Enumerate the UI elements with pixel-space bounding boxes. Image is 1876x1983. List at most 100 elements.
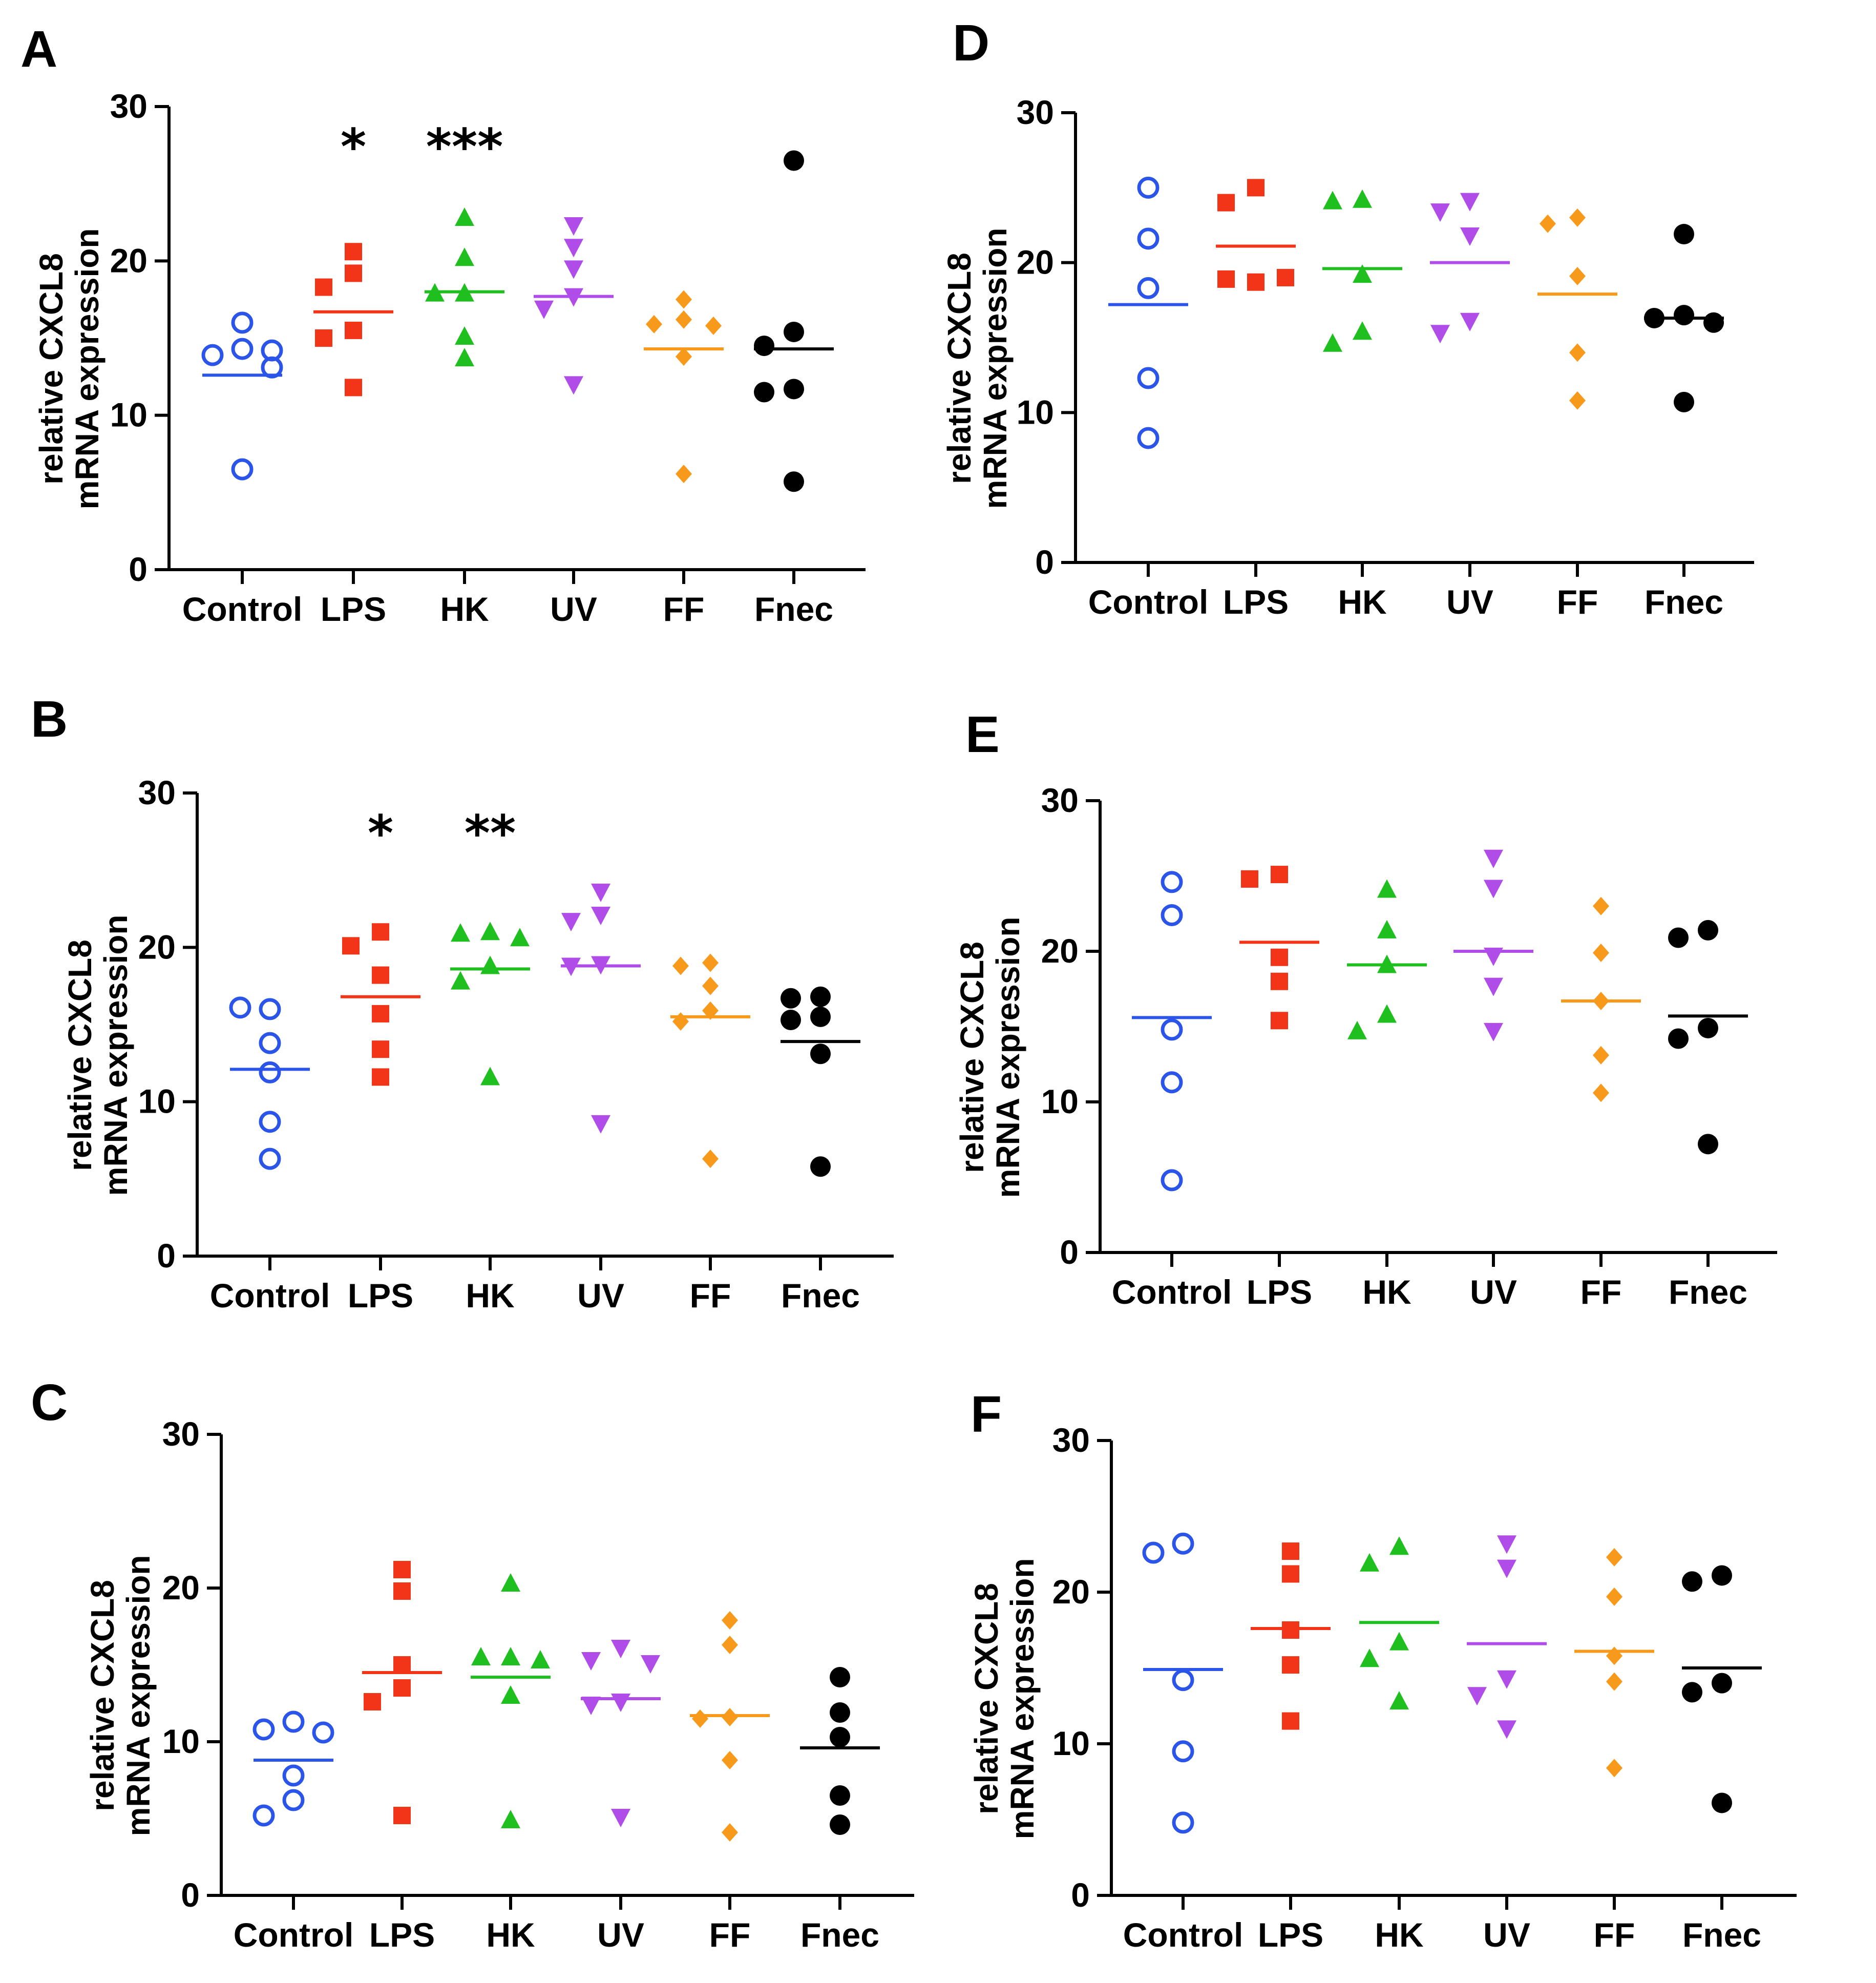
data-point-lps (1282, 1712, 1299, 1730)
x-tick-label-lps: LPS (321, 590, 386, 628)
data-point-uv (564, 376, 583, 395)
data-point-ff (1606, 1587, 1622, 1606)
data-point-uv (534, 300, 554, 319)
data-point-lps (372, 1040, 389, 1058)
data-point-ff (646, 315, 662, 333)
data-point-ff (676, 310, 692, 329)
data-point-lps (1282, 1621, 1299, 1639)
data-point-lps (393, 1561, 411, 1578)
y-tick-label: 0 (181, 1876, 200, 1914)
data-point-uv (561, 913, 581, 932)
data-point-ff (722, 1823, 738, 1842)
data-point-uv (564, 260, 583, 279)
data-point-control (259, 998, 281, 1020)
data-point-control (1137, 277, 1160, 299)
data-point-control (252, 1804, 275, 1827)
data-point-lps (345, 321, 362, 339)
data-point-ff (705, 316, 722, 335)
data-point-uv (1497, 1559, 1516, 1578)
data-point-control (229, 996, 251, 1019)
y-tick-label: 10 (162, 1722, 200, 1760)
y-tick-label: 20 (110, 241, 147, 279)
data-point-ff (1606, 1759, 1622, 1778)
data-point-fnec (1712, 1673, 1732, 1694)
data-point-lps (372, 1068, 389, 1086)
y-tick-label: 20 (1017, 243, 1054, 281)
data-point-control (252, 1718, 275, 1741)
y-tick-label: 0 (1035, 543, 1054, 581)
data-point-control (231, 311, 254, 334)
data-point-fnec (830, 1785, 850, 1806)
x-tick-label-control: Control (1088, 583, 1209, 621)
data-point-hk (501, 1810, 520, 1828)
data-point-uv (564, 217, 583, 236)
data-point-hk (455, 207, 474, 226)
x-tick-label-fnec: Fnec (1645, 583, 1723, 621)
data-point-uv (1467, 1687, 1487, 1706)
data-point-fnec (810, 986, 831, 1007)
data-point-control (231, 458, 254, 481)
y-tick-label: 0 (157, 1237, 176, 1275)
data-point-hk (425, 283, 445, 302)
data-point-control (1172, 1669, 1194, 1692)
data-point-fnec (754, 336, 774, 357)
data-point-ff (1593, 1046, 1609, 1064)
data-point-fnec (810, 1043, 831, 1064)
data-point-uv (564, 239, 583, 258)
data-point-lps (345, 264, 362, 282)
data-point-fnec (1698, 1134, 1718, 1155)
x-tick-label-uv: UV (1470, 1273, 1517, 1311)
data-point-hk (501, 1685, 520, 1704)
data-point-ff (672, 956, 689, 975)
data-point-lps (1217, 194, 1235, 212)
data-point-control (1161, 904, 1183, 926)
data-point-ff (676, 290, 692, 309)
data-point-lps (1271, 866, 1288, 884)
y-axis-label: relative CXCL8 (954, 942, 990, 1173)
data-point-hk (1353, 321, 1372, 340)
significance-label: ** (465, 805, 516, 862)
data-point-lps (1282, 1542, 1299, 1560)
data-point-fnec (784, 150, 804, 171)
x-tick-label-ff: FF (690, 1277, 731, 1314)
data-point-fnec (830, 1814, 850, 1835)
data-point-lps (1282, 1565, 1299, 1583)
y-tick-label: 10 (1017, 393, 1054, 431)
data-point-fnec (810, 1006, 831, 1027)
data-point-ff (1593, 1083, 1609, 1102)
data-point-control (1142, 1541, 1165, 1564)
data-point-lps (1271, 948, 1288, 966)
data-point-lps (1247, 179, 1264, 197)
data-point-uv (1497, 1535, 1516, 1554)
y-axis-label: relative CXCL8 (84, 1580, 121, 1811)
x-tick-label-uv: UV (597, 1916, 644, 1954)
x-tick-label-control: Control (182, 590, 303, 628)
data-point-uv (1484, 1022, 1503, 1041)
data-point-control (1137, 176, 1160, 199)
data-point-fnec (1682, 1571, 1702, 1592)
y-axis-label: mRNA expression (97, 915, 134, 1196)
data-point-uv (581, 1697, 601, 1715)
y-tick-label: 10 (138, 1082, 176, 1120)
data-point-fnec (1674, 391, 1694, 412)
y-tick-label: 30 (1041, 781, 1079, 819)
data-point-fnec (830, 1667, 850, 1687)
data-point-uv (591, 1115, 610, 1134)
data-point-uv (1460, 193, 1480, 212)
x-tick-label-fnec: Fnec (1669, 1273, 1747, 1311)
y-axis-label: relative CXCL8 (968, 1583, 1005, 1814)
significance-label: * (368, 805, 393, 862)
x-tick-label-uv: UV (1483, 1916, 1530, 1954)
data-point-hk (1323, 333, 1342, 352)
y-axis-label: mRNA expression (120, 1555, 157, 1836)
x-tick-label-ff: FF (709, 1916, 751, 1954)
data-point-ff (1569, 343, 1586, 362)
data-point-control (201, 344, 224, 366)
data-point-ff (1593, 992, 1609, 1011)
data-point-control (1161, 1018, 1183, 1041)
data-point-ff (672, 1012, 689, 1031)
